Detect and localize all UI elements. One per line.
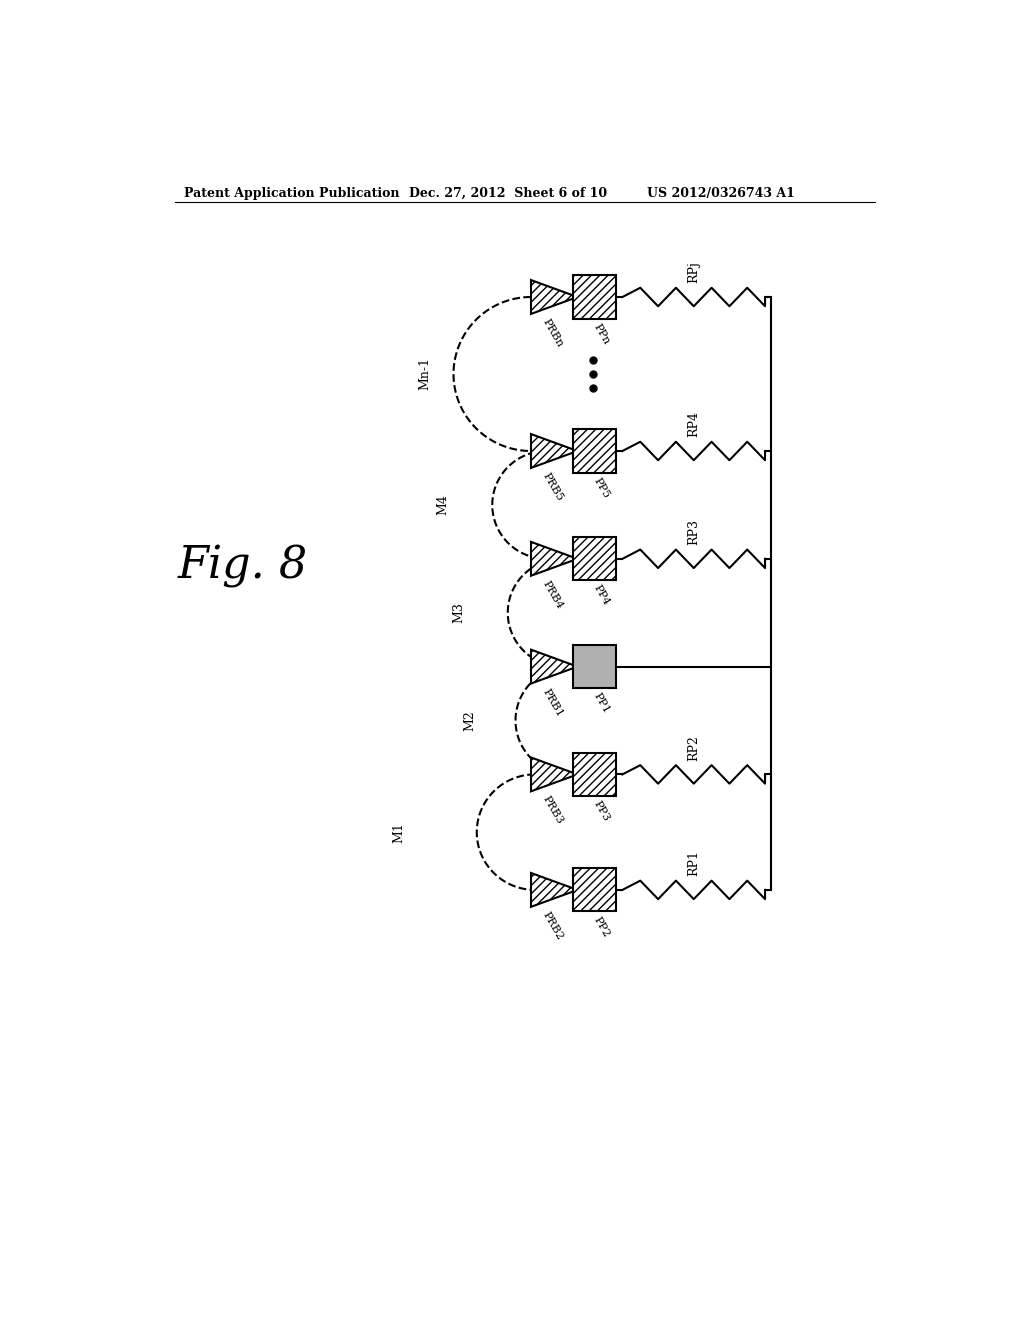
- Bar: [572, 869, 616, 911]
- Bar: [572, 537, 616, 581]
- Text: RPj: RPj: [687, 261, 700, 284]
- Text: PRB3: PRB3: [541, 795, 565, 826]
- Text: PRBn: PRBn: [541, 317, 565, 348]
- Text: PP2: PP2: [592, 915, 611, 939]
- Text: RP1: RP1: [687, 850, 700, 876]
- Polygon shape: [531, 434, 578, 469]
- Bar: [572, 276, 616, 318]
- Text: M3: M3: [453, 602, 465, 623]
- Polygon shape: [531, 758, 578, 792]
- Text: Dec. 27, 2012  Sheet 6 of 10: Dec. 27, 2012 Sheet 6 of 10: [409, 187, 606, 199]
- Bar: [572, 429, 616, 473]
- Text: PP4: PP4: [592, 583, 611, 607]
- Text: RP3: RP3: [687, 519, 700, 545]
- Text: Patent Application Publication: Patent Application Publication: [183, 187, 399, 199]
- Bar: [572, 752, 616, 796]
- Text: Fig. 8: Fig. 8: [177, 545, 308, 589]
- Text: M1: M1: [392, 822, 406, 842]
- Polygon shape: [531, 543, 578, 576]
- Text: PPn: PPn: [592, 322, 611, 346]
- Polygon shape: [531, 649, 578, 684]
- Bar: [572, 645, 616, 688]
- Text: PRB2: PRB2: [541, 909, 565, 941]
- Text: PP1: PP1: [592, 692, 611, 715]
- Text: RP2: RP2: [687, 735, 700, 760]
- Text: RP4: RP4: [687, 411, 700, 437]
- Text: Mn-1: Mn-1: [419, 358, 432, 391]
- Text: PRB1: PRB1: [541, 686, 565, 718]
- Text: US 2012/0326743 A1: US 2012/0326743 A1: [647, 187, 795, 199]
- Polygon shape: [531, 280, 578, 314]
- Text: PP3: PP3: [592, 799, 611, 824]
- Text: PRB5: PRB5: [541, 471, 565, 503]
- Text: PRB4: PRB4: [541, 579, 565, 611]
- Text: PP5: PP5: [592, 475, 611, 500]
- Text: M4: M4: [436, 495, 450, 515]
- Text: M2: M2: [464, 710, 477, 731]
- Polygon shape: [531, 873, 578, 907]
